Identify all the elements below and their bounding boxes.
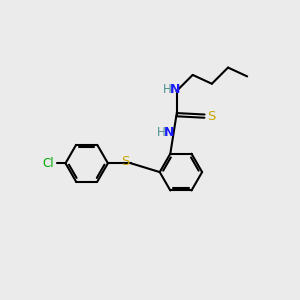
- Text: N: N: [164, 126, 174, 139]
- Text: S: S: [207, 110, 215, 123]
- Text: S: S: [122, 155, 130, 168]
- Text: H: H: [157, 126, 166, 139]
- Text: N: N: [170, 83, 180, 96]
- Text: Cl: Cl: [43, 157, 54, 170]
- Text: H: H: [163, 83, 172, 96]
